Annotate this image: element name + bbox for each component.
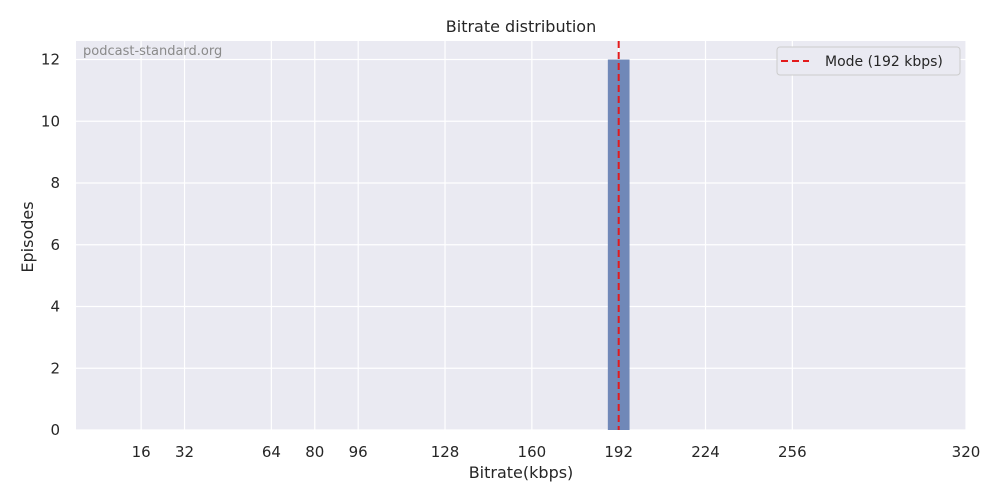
x-tick-label: 160 [518,443,547,461]
watermark-text: podcast-standard.org [83,44,222,59]
y-gridlines [76,58,966,431]
y-axis-title: Episodes [18,201,37,272]
x-gridlines [140,41,967,430]
legend: Mode (192 kbps) [776,46,961,76]
y-tick-label: 6 [50,236,60,254]
y-tick-label: 12 [41,51,60,69]
plot-area [76,41,966,430]
x-tick-labels: 16 32 64 80 96 128 160 192 224 256 320 [132,443,981,461]
legend-box [776,46,961,76]
x-tick-label: 320 [952,443,981,461]
y-tick-labels: 0 2 4 6 8 10 12 [41,51,60,439]
x-tick-label: 32 [175,443,194,461]
y-tick-label: 10 [41,112,60,130]
y-tick-label: 2 [50,359,60,377]
x-tick-label: 96 [349,443,368,461]
x-tick-label: 80 [305,443,324,461]
legend-mode-label: Mode (192 kbps) [825,54,943,70]
chart-title: Bitrate distribution [446,17,596,36]
x-tick-label: 128 [431,443,460,461]
x-tick-label: 192 [604,443,633,461]
y-tick-label: 8 [50,174,60,192]
x-tick-label: 16 [132,443,151,461]
x-tick-label: 64 [262,443,281,461]
y-tick-label: 4 [50,298,60,316]
x-tick-label: 256 [778,443,807,461]
x-tick-label: 224 [691,443,720,461]
x-axis-title: Bitrate(kbps) [469,463,574,482]
y-tick-label: 0 [50,421,60,439]
